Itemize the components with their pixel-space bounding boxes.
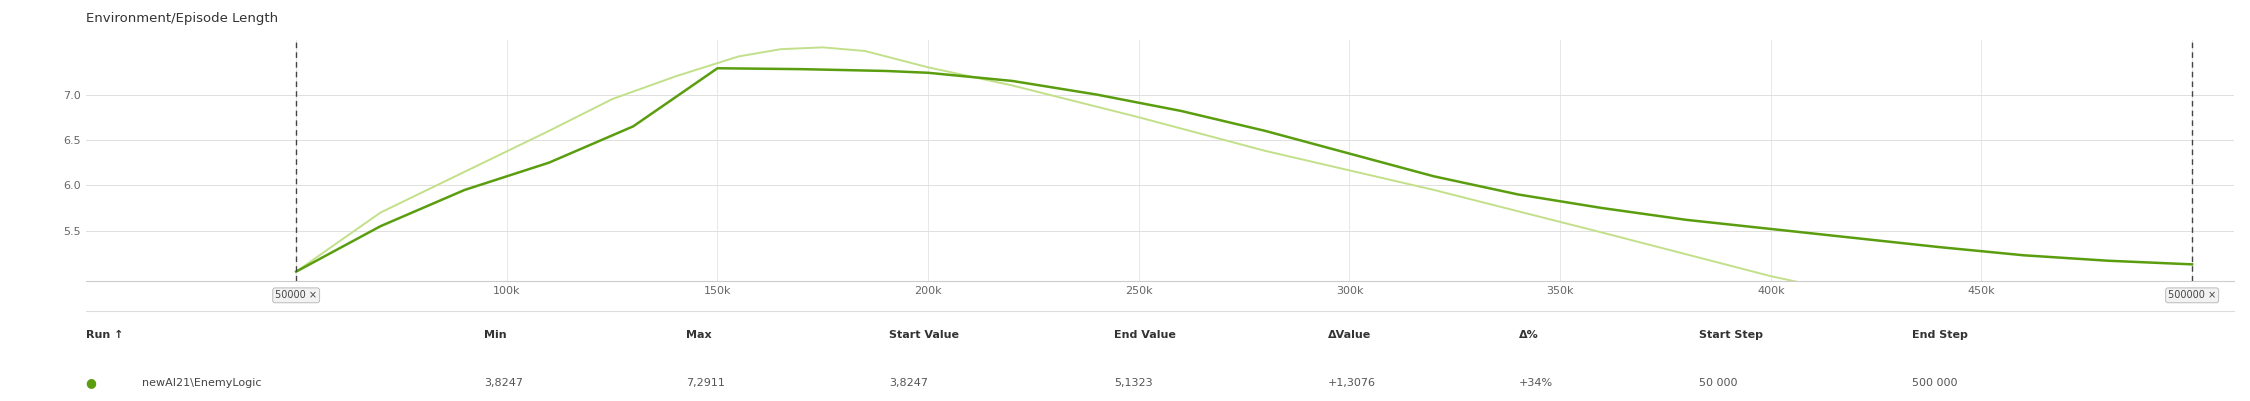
Text: Start Value: Start Value bbox=[889, 330, 958, 340]
Text: ΔValue: ΔValue bbox=[1328, 330, 1370, 340]
Text: 50000 ×: 50000 × bbox=[274, 290, 317, 300]
Text: newAI21\EnemyLogic: newAI21\EnemyLogic bbox=[142, 378, 261, 388]
Text: 3,8247: 3,8247 bbox=[484, 378, 522, 388]
Text: Min: Min bbox=[484, 330, 506, 340]
Text: +1,3076: +1,3076 bbox=[1328, 378, 1375, 388]
Text: 7,2911: 7,2911 bbox=[686, 378, 724, 388]
Text: 3,8247: 3,8247 bbox=[889, 378, 927, 388]
Text: +34%: +34% bbox=[1519, 378, 1552, 388]
Text: 500 000: 500 000 bbox=[1912, 378, 1958, 388]
Text: 5,1323: 5,1323 bbox=[1114, 378, 1152, 388]
Text: 500000 ×: 500000 × bbox=[2169, 290, 2216, 300]
Text: Run ↑: Run ↑ bbox=[86, 330, 124, 340]
Text: End Value: End Value bbox=[1114, 330, 1177, 340]
Text: ●: ● bbox=[86, 377, 97, 389]
Text: Max: Max bbox=[686, 330, 711, 340]
Text: End Step: End Step bbox=[1912, 330, 1969, 340]
Text: Δ%: Δ% bbox=[1519, 330, 1539, 340]
Text: 50 000: 50 000 bbox=[1699, 378, 1737, 388]
Text: Environment/Episode Length: Environment/Episode Length bbox=[86, 12, 277, 25]
Text: Start Step: Start Step bbox=[1699, 330, 1762, 340]
